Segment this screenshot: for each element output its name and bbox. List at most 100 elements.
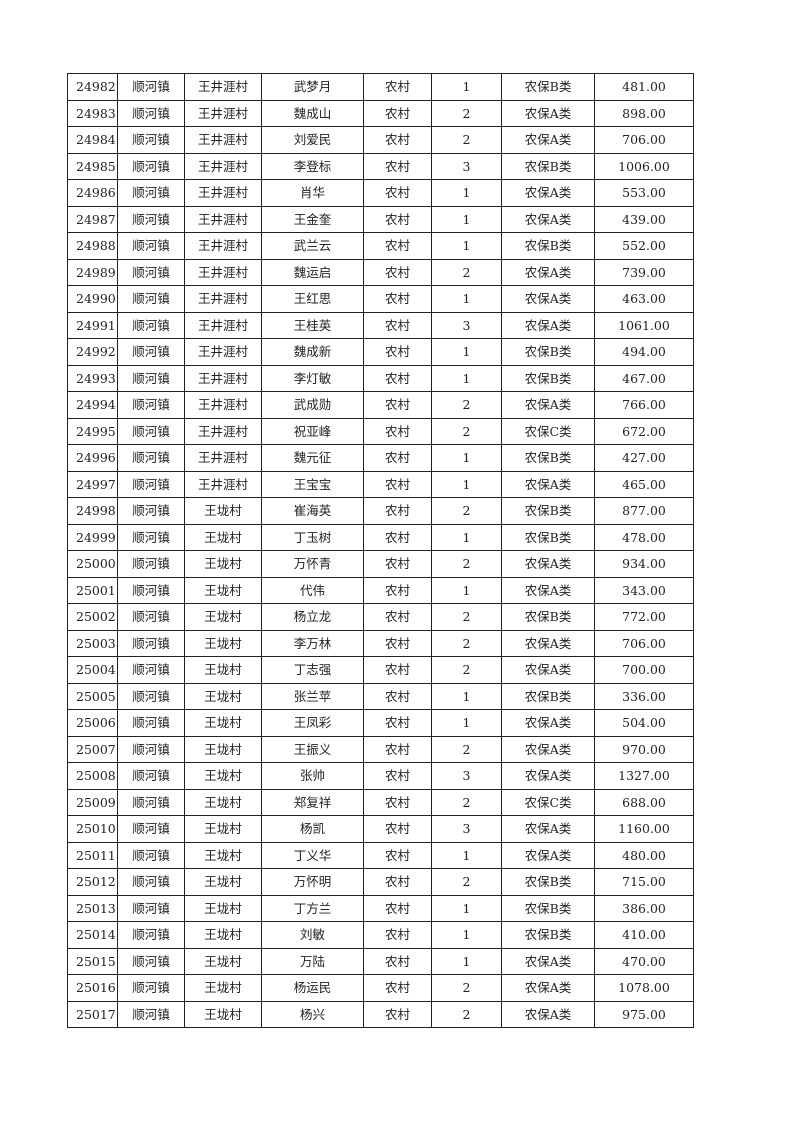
family-size-cell: 1 (431, 709, 502, 737)
town-cell: 顺河镇 (117, 99, 185, 127)
table-row: 24992 顺河镇 王井涯村 魏成新 农村 1 农保B类 494.00 (67, 338, 694, 366)
household-type-cell: 农村 (363, 73, 432, 101)
name-cell: 丁志强 (261, 656, 364, 684)
table-row: 25001 顺河镇 王垅村 代伟 农村 1 农保A类 343.00 (67, 576, 694, 604)
insurance-category-cell: 农保B类 (501, 73, 595, 101)
name-cell: 丁玉树 (261, 523, 364, 551)
record-id-cell: 25008 (67, 762, 118, 790)
record-id-cell: 24995 (67, 417, 118, 445)
record-id-cell: 25000 (67, 550, 118, 578)
record-id-cell: 25004 (67, 656, 118, 684)
name-cell: 崔海英 (261, 497, 364, 525)
record-id-cell: 25015 (67, 947, 118, 975)
insurance-category-cell: 农保B类 (501, 682, 595, 710)
village-cell: 王垅村 (184, 841, 262, 869)
name-cell: 杨运民 (261, 974, 364, 1002)
family-size-cell: 2 (431, 550, 502, 578)
village-cell: 王垅村 (184, 550, 262, 578)
household-type-cell: 农村 (363, 682, 432, 710)
table-row: 25004 顺河镇 王垅村 丁志强 农村 2 农保A类 700.00 (67, 656, 694, 684)
name-cell: 魏元征 (261, 444, 364, 472)
name-cell: 王凤彩 (261, 709, 364, 737)
town-cell: 顺河镇 (117, 523, 185, 551)
household-type-cell: 农村 (363, 205, 432, 233)
household-type-cell: 农村 (363, 126, 432, 154)
record-id-cell: 25006 (67, 709, 118, 737)
name-cell: 王红思 (261, 285, 364, 313)
family-size-cell: 2 (431, 391, 502, 419)
name-cell: 肖华 (261, 179, 364, 207)
record-id-cell: 25007 (67, 735, 118, 763)
village-cell: 王垅村 (184, 1000, 262, 1028)
household-type-cell: 农村 (363, 152, 432, 180)
amount-cell: 877.00 (594, 497, 694, 525)
household-type-cell: 农村 (363, 788, 432, 816)
insurance-category-cell: 农保B类 (501, 364, 595, 392)
name-cell: 王振义 (261, 735, 364, 763)
family-size-cell: 2 (431, 417, 502, 445)
family-size-cell: 3 (431, 311, 502, 339)
name-cell: 王桂英 (261, 311, 364, 339)
table-row: 25012 顺河镇 王垅村 万怀明 农村 2 农保B类 715.00 (67, 868, 694, 896)
town-cell: 顺河镇 (117, 603, 185, 631)
table-row: 25014 顺河镇 王垅村 刘敏 农村 1 农保B类 410.00 (67, 921, 694, 949)
insurance-category-cell: 农保B类 (501, 603, 595, 631)
town-cell: 顺河镇 (117, 682, 185, 710)
household-type-cell: 农村 (363, 550, 432, 578)
village-cell: 王井涯村 (184, 417, 262, 445)
insurance-category-cell: 农保B类 (501, 152, 595, 180)
table-row: 24990 顺河镇 王井涯村 王红思 农村 1 农保A类 463.00 (67, 285, 694, 313)
town-cell: 顺河镇 (117, 152, 185, 180)
family-size-cell: 1 (431, 364, 502, 392)
name-cell: 武成勋 (261, 391, 364, 419)
record-id-cell: 25003 (67, 629, 118, 657)
table-row: 24984 顺河镇 王井涯村 刘爱民 农村 2 农保A类 706.00 (67, 126, 694, 154)
table-row: 24993 顺河镇 王井涯村 李灯敏 农村 1 农保B类 467.00 (67, 364, 694, 392)
amount-cell: 504.00 (594, 709, 694, 737)
table-row: 25015 顺河镇 王垅村 万陆 农村 1 农保A类 470.00 (67, 947, 694, 975)
village-cell: 王垅村 (184, 629, 262, 657)
village-cell: 王井涯村 (184, 179, 262, 207)
table-row: 24982 顺河镇 王井涯村 武梦月 农村 1 农保B类 481.00 (67, 73, 694, 101)
record-id-cell: 24992 (67, 338, 118, 366)
insurance-category-cell: 农保A类 (501, 258, 595, 286)
table-body: 24982 顺河镇 王井涯村 武梦月 农村 1 农保B类 481.00 24983 顺河镇 王井涯村… (67, 73, 694, 1028)
name-cell: 魏成新 (261, 338, 364, 366)
record-id-cell: 24997 (67, 470, 118, 498)
town-cell: 顺河镇 (117, 444, 185, 472)
village-cell: 王垅村 (184, 735, 262, 763)
insurance-category-cell: 农保A类 (501, 470, 595, 498)
insurance-category-cell: 农保A类 (501, 947, 595, 975)
amount-cell: 470.00 (594, 947, 694, 975)
town-cell: 顺河镇 (117, 258, 185, 286)
name-cell: 李万林 (261, 629, 364, 657)
town-cell: 顺河镇 (117, 576, 185, 604)
family-size-cell: 2 (431, 126, 502, 154)
village-cell: 王垅村 (184, 682, 262, 710)
family-size-cell: 2 (431, 629, 502, 657)
insurance-category-cell: 农保A类 (501, 762, 595, 790)
record-id-cell: 24998 (67, 497, 118, 525)
family-size-cell: 3 (431, 152, 502, 180)
record-id-cell: 25013 (67, 894, 118, 922)
name-cell: 刘爱民 (261, 126, 364, 154)
name-cell: 丁义华 (261, 841, 364, 869)
village-cell: 王垅村 (184, 762, 262, 790)
household-type-cell: 农村 (363, 391, 432, 419)
insurance-category-cell: 农保B类 (501, 894, 595, 922)
household-type-cell: 农村 (363, 523, 432, 551)
household-type-cell: 农村 (363, 629, 432, 657)
name-cell: 万怀明 (261, 868, 364, 896)
table-row: 24985 顺河镇 王井涯村 李登标 农村 3 农保B类 1006.00 (67, 152, 694, 180)
village-cell: 王垅村 (184, 709, 262, 737)
village-cell: 王井涯村 (184, 285, 262, 313)
name-cell: 郑复祥 (261, 788, 364, 816)
insurance-category-cell: 农保A类 (501, 1000, 595, 1028)
town-cell: 顺河镇 (117, 497, 185, 525)
town-cell: 顺河镇 (117, 735, 185, 763)
insurance-category-cell: 农保B类 (501, 497, 595, 525)
name-cell: 万怀青 (261, 550, 364, 578)
town-cell: 顺河镇 (117, 126, 185, 154)
record-id-cell: 25010 (67, 815, 118, 843)
village-cell: 王垅村 (184, 815, 262, 843)
